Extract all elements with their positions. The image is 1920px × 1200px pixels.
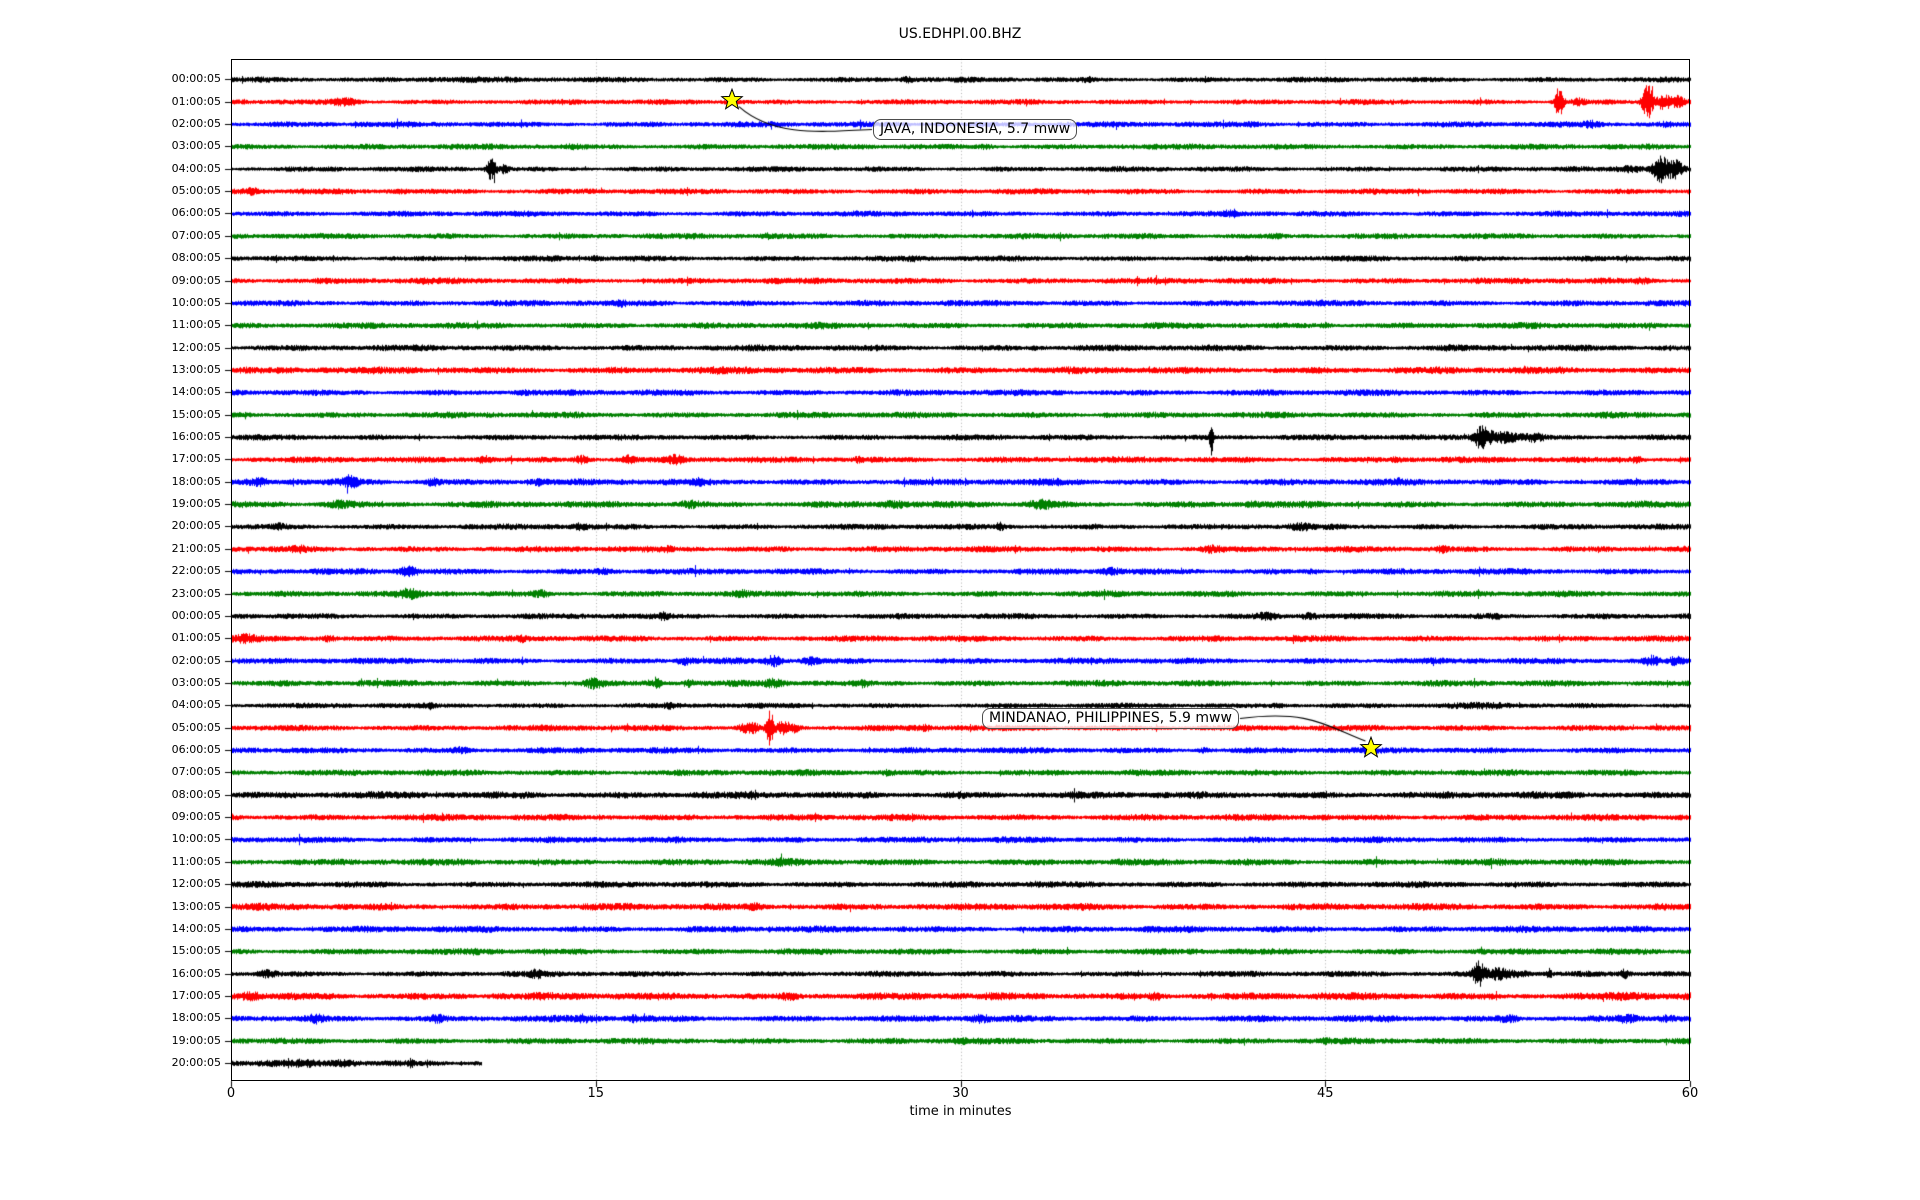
event-annotation: JAVA, INDONESIA, 5.7 mww [873,119,1078,140]
y-axis-label: 14:00:05 [171,385,221,399]
y-axis-label: 09:00:05 [171,810,221,824]
y-axis-label: 04:00:05 [171,161,221,175]
x-axis-title: time in minutes [909,1104,1012,1119]
y-axis-label: 03:00:05 [171,139,221,153]
star-shape [720,87,744,110]
event-star-icon [720,87,744,110]
y-axis-label: 20:00:05 [171,519,221,533]
y-axis-label: 03:00:05 [171,675,221,689]
y-axis-label: 07:00:05 [171,228,221,242]
y-axis-label: 19:00:05 [171,497,221,511]
y-axis-label: 10:00:05 [171,832,221,846]
y-axis-label: 01:00:05 [171,94,221,108]
y-axis-label: 01:00:05 [171,631,221,645]
y-axis-label: 14:00:05 [171,921,221,935]
y-axis-label: 12:00:05 [171,877,221,891]
y-axis-label: 15:00:05 [171,944,221,958]
x-axis-tick-label: 30 [952,1086,969,1101]
y-axis-label: 06:00:05 [171,743,221,756]
y-axis-label: 17:00:05 [171,988,221,1002]
y-axis-label: 02:00:05 [171,117,221,130]
x-axis-tick-label: 60 [1681,1086,1699,1101]
y-axis-label: 09:00:05 [171,273,221,287]
event-label: MINDANAO, PHILIPPINES, 5.9 mww [989,710,1232,726]
y-axis-label: 16:00:05 [171,966,221,980]
y-axis-label: 12:00:05 [171,340,221,354]
star-shape [1359,735,1384,758]
y-axis-label: 00:00:05 [171,72,221,86]
x-axis-tick-label: 15 [587,1086,605,1101]
y-axis-label: 05:00:05 [171,184,221,198]
y-axis-label: 11:00:05 [171,854,221,868]
y-axis-label: 18:00:05 [171,1011,221,1025]
y-axis-label: 22:00:05 [171,564,221,578]
y-axis-label: 06:00:05 [171,206,221,220]
y-axis-label: 19:00:05 [171,1033,221,1047]
y-axis-label: 07:00:05 [171,765,221,779]
event-annotation: MINDANAO, PHILIPPINES, 5.9 mww [982,708,1239,729]
y-axis-label: 21:00:05 [171,541,221,555]
y-axis-label: 13:00:05 [171,899,221,913]
y-axis-label: 04:00:05 [171,698,221,712]
y-axis-label: 20:00:05 [171,1056,221,1069]
y-axis-label: 08:00:05 [171,787,221,801]
y-axis-label: 08:00:05 [171,251,221,265]
y-axis-label: 10:00:05 [171,295,221,309]
y-axis-label: 15:00:05 [171,407,221,421]
x-axis-tick-label: 0 [226,1086,236,1101]
event-star-icon [1359,735,1384,758]
y-axis-label: 17:00:05 [171,452,221,466]
y-axis-label: 02:00:05 [171,653,221,667]
y-axis-label: 11:00:05 [171,318,221,332]
x-axis-tick-label: 45 [1316,1086,1334,1101]
y-axis-label: 13:00:05 [171,362,221,376]
y-axis-label: 00:00:05 [171,608,221,622]
y-axis-label: 16:00:05 [171,430,221,443]
y-axis-label: 05:00:05 [171,720,221,734]
y-axis-label: 23:00:05 [171,586,221,600]
event-label: JAVA, INDONESIA, 5.7 mww [880,121,1071,137]
y-axis-label: 18:00:05 [171,474,221,488]
